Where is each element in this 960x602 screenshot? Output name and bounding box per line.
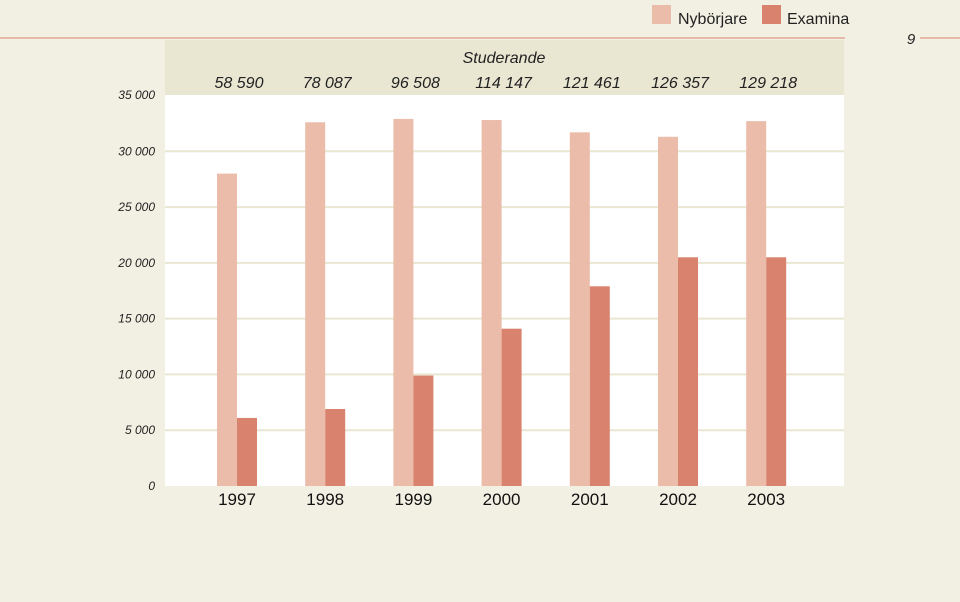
bar-examina-2002 [678,257,698,486]
y-axis-ticks: 0 5 000 10 000 15 000 20 000 25 000 30 000 35 0… [117,88,155,493]
page-number: 9 [907,31,916,48]
bar-nyborjare-1997 [217,173,237,486]
studerande-value: 126 357 [651,75,710,92]
bar-examina-1998 [325,409,346,486]
bar-examina-2003 [766,257,787,486]
y-tick-label: 30 000 [118,144,155,158]
bar-examina-1997 [237,417,257,486]
studerande-value: 121 461 [563,75,621,92]
x-axis-ticks: 1997 1998 1999 2000 2001 2002 2003 [218,490,785,509]
studerande-values: 58 590 78 087 96 508 114 147 121 461 126 357 1… [215,75,798,92]
bar-nyborjare-1998 [305,122,326,486]
bar-nyborjare-1999 [393,118,414,487]
y-tick-label: 0 [148,479,155,493]
studerande-value: 114 147 [475,75,533,92]
bar-nyborjare-2001 [569,132,590,486]
legend-label: Nybörjare [678,11,747,28]
header-band [165,40,844,95]
bar-nyborjare-2002 [658,136,678,486]
x-tick-label: 2000 [483,490,521,509]
y-tick-label: 5 000 [125,423,155,437]
legend: Nybörjare Examina [652,5,849,28]
x-tick-label: 1997 [218,490,256,509]
y-tick-label: 25 000 [117,200,155,214]
legend-swatch [762,5,781,24]
y-tick-label: 35 000 [118,88,155,102]
x-tick-label: 2001 [571,490,609,509]
legend-label: Examina [787,11,849,28]
bar-nyborjare-2003 [746,121,767,486]
bar-examina-2000 [501,328,522,486]
studerande-value: 129 218 [739,75,797,92]
x-tick-label: 1999 [394,490,432,509]
x-tick-label: 2003 [747,490,785,509]
studerande-value: 96 508 [391,75,440,92]
bar-examina-2001 [589,286,610,486]
x-tick-label: 1998 [306,490,344,509]
legend-swatch [652,5,671,24]
y-tick-label: 20 000 [117,256,155,270]
bar-nyborjare-2000 [481,120,502,486]
y-tick-label: 10 000 [118,367,155,381]
bars [217,118,787,487]
x-tick-label: 2002 [659,490,697,509]
studerande-value: 78 087 [303,75,353,92]
y-tick-label: 15 000 [118,312,155,326]
studerande-title: Studerande [463,50,546,67]
bar-examina-1999 [413,375,434,486]
studerande-value: 58 590 [215,75,264,92]
